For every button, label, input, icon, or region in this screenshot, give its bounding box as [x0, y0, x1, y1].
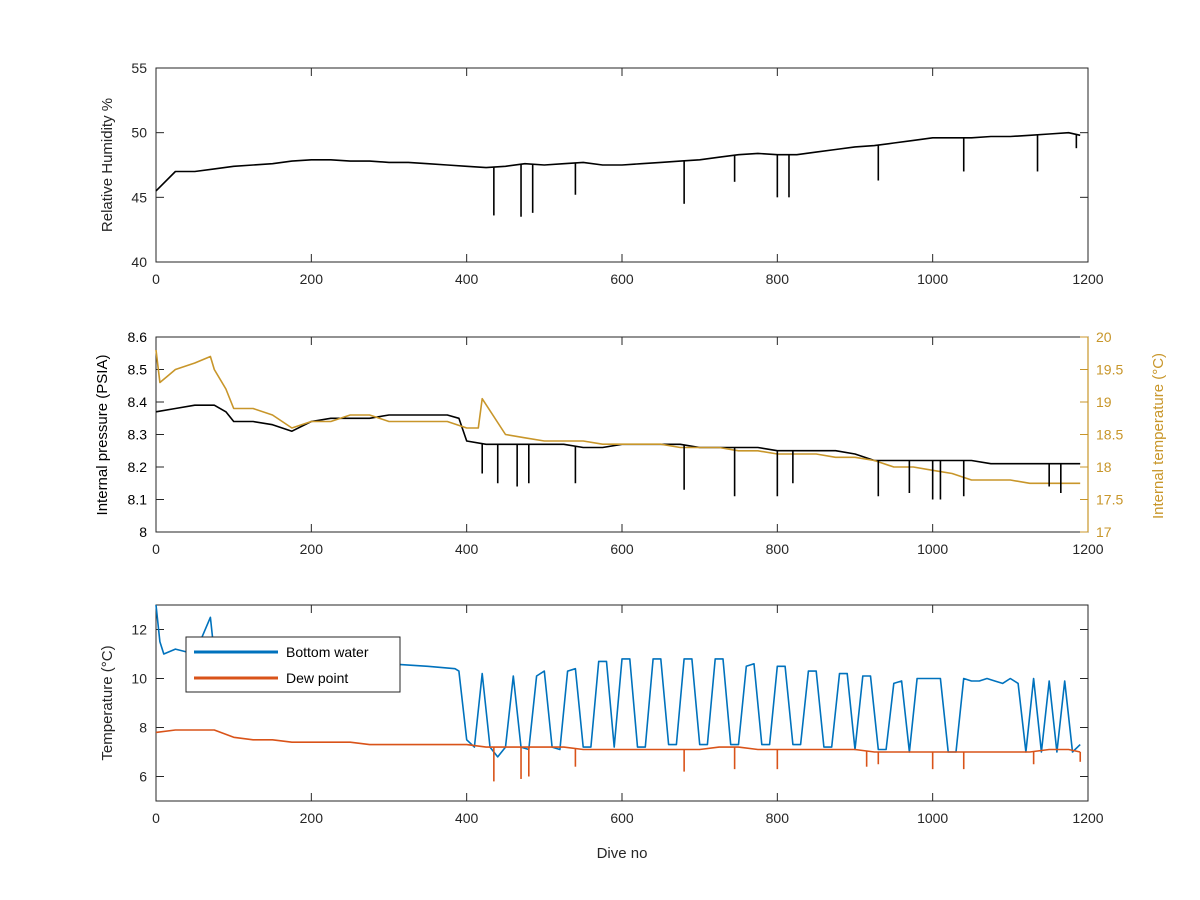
legend-label-bottom-water: Bottom water	[286, 644, 369, 660]
pressure-y-tick-label: 8	[139, 524, 147, 540]
pressure-x-tick-label: 1000	[917, 541, 948, 557]
temperature-y-ticks: 6 8 10 12	[131, 622, 1088, 785]
temperature-y-tick-label: 6	[139, 769, 147, 785]
pressure-y-tick-label: 8.5	[128, 362, 148, 378]
humidity-y-tick-label: 55	[131, 60, 147, 76]
pressure-series-line-0	[155, 404, 1081, 465]
pressure-y2-tick-label: 17	[1096, 524, 1112, 540]
pressure-y2-tick-label: 19	[1096, 394, 1112, 410]
temperature-y-tick-label: 10	[131, 671, 147, 687]
temperature-y-tick-label: 8	[139, 720, 147, 736]
humidity-y-tick-label: 50	[131, 125, 147, 141]
pressure-y2-tick-label: 20	[1096, 329, 1112, 345]
temperature-xlabel: Dive no	[597, 845, 648, 862]
pressure-y-tick-label: 8.3	[128, 427, 148, 443]
temperature-y-tick-label: 12	[131, 622, 147, 638]
pressure-ylabel: Internal pressure (PSIA)	[94, 355, 111, 516]
humidity-x-tick-label: 800	[766, 271, 790, 287]
humidity-x-ticks: 0 200 400 600 800 1000 1200	[152, 68, 1104, 287]
pressure-x-tick-label: 1200	[1072, 541, 1103, 557]
humidity-y-tick-label: 45	[131, 189, 147, 205]
pressure-x-tick-label: 800	[766, 541, 790, 557]
pressure-x-ticks: 0 200 400 600 800 1000 1200	[152, 337, 1104, 557]
temperature-x-tick-label: 200	[300, 810, 324, 826]
pressure-series-line-1	[155, 349, 1081, 485]
humidity-x-tick-label: 400	[455, 271, 479, 287]
humidity-x-tick-label: 1200	[1072, 271, 1103, 287]
temperature-y2label: Internal temperature (°C)	[1150, 353, 1167, 519]
temperature-x-ticks: 0 200 400 600 800 1000 1200	[152, 605, 1104, 826]
pressure-y-ticks: 8 8.1 8.2 8.3 8.4 8.5 8.6	[128, 329, 164, 540]
pressure-x-tick-label: 400	[455, 541, 479, 557]
humidity-ylabel: Relative Humidity %	[99, 98, 116, 232]
pressure-x-tick-label: 0	[152, 541, 160, 557]
humidity-series-line-0	[155, 131, 1081, 192]
legend-label-dew-point: Dew point	[286, 670, 348, 686]
pressure-x-tick-label: 200	[300, 541, 324, 557]
humidity-x-tick-label: 600	[610, 271, 634, 287]
temperature-x-tick-label: 400	[455, 810, 479, 826]
humidity-y-ticks: 40 45 50 55	[131, 60, 1088, 270]
pressure-y-tick-label: 8.6	[128, 329, 148, 345]
humidity-series	[155, 131, 1081, 217]
pressure-axes-box	[155, 336, 1089, 533]
temperature-axes-box	[155, 604, 1089, 802]
humidity-x-tick-label: 0	[152, 271, 160, 287]
pressure-y2-ticks: 17 17.5 18 18.5 19 19.5 20	[1080, 329, 1123, 540]
pressure-y-tick-label: 8.2	[128, 459, 148, 475]
legend: Bottom water Dew point	[185, 636, 401, 693]
pressure-y-tick-label: 8.1	[128, 492, 148, 508]
humidity-x-tick-label: 1000	[917, 271, 948, 287]
humidity-panel: 0 200 400 600 800 1000 1200 40 45 50 55 Relative …	[99, 60, 1104, 287]
pressure-y2-tick-label: 19.5	[1096, 362, 1123, 378]
temperature-panel: 0 200 400 600 800 1000 1200 6 8 10 12 Temperature…	[99, 604, 1104, 862]
legend-box	[185, 636, 401, 693]
temperature-ylabel: Temperature (°C)	[99, 645, 116, 760]
temperature-x-tick-label: 0	[152, 810, 160, 826]
pressure-series	[155, 349, 1081, 500]
temperature-x-tick-label: 600	[610, 810, 634, 826]
temperature-x-tick-label: 1000	[917, 810, 948, 826]
temperature-series	[155, 604, 1082, 782]
pressure-y2-tick-label: 17.5	[1096, 492, 1123, 508]
humidity-y-tick-label: 40	[131, 254, 147, 270]
temperature-x-tick-label: 1200	[1072, 810, 1103, 826]
humidity-x-tick-label: 200	[300, 271, 324, 287]
pressure-y-tick-label: 8.4	[128, 394, 148, 410]
pressure-y2-tick-label: 18	[1096, 459, 1112, 475]
temperature-x-tick-label: 800	[766, 810, 790, 826]
pressure-y2-tick-label: 18.5	[1096, 427, 1123, 443]
pressure-panel: 0 200 400 600 800 1000 1200 8 8.1 8.2 8.3 8.4 8.5 8.…	[94, 329, 1167, 557]
pressure-x-tick-label: 600	[610, 541, 634, 557]
